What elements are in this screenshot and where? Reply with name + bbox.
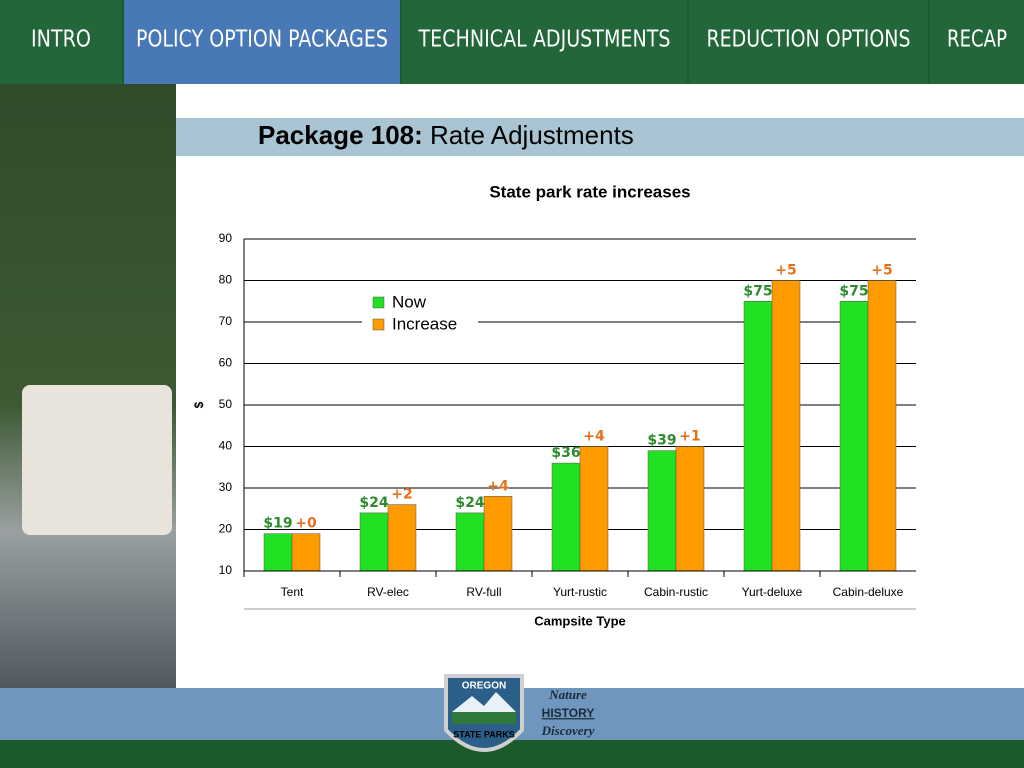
nav-tab-label[interactable]: TECHNICAL ADJUSTMENTS [418,27,671,53]
nav-tab[interactable] [930,0,1024,84]
x-tick-label: Tent [281,585,304,599]
bar-increase [675,446,705,572]
value-label: +4 [583,429,605,445]
value-label: +1 [679,429,700,445]
y-tick-label: 90 [219,231,233,245]
footer-bar [0,740,1024,768]
bar-now [551,462,581,572]
y-tick-label: 40 [219,439,233,453]
nav-tab[interactable] [689,0,928,84]
logo-bottom: STATE PARKS [453,729,515,739]
x-tick-label: Cabin-deluxe [833,585,904,599]
legend-label: Increase [392,314,457,333]
bar-now [263,533,293,572]
value-label: $36 [551,445,580,461]
nav-tab[interactable] [402,0,687,84]
bar-increase [291,533,321,572]
footer-word: Nature [548,687,587,702]
y-tick-label: 50 [219,397,233,411]
nav-tab[interactable] [124,0,400,84]
nav-tab-label[interactable]: POLICY OPTION PACKAGES [136,27,388,53]
bar-now [743,301,773,572]
rv-shape [22,385,172,535]
value-label: $19 [263,516,292,532]
x-axis-label: Campsite Type [534,613,626,628]
value-label: $39 [647,433,676,449]
value-label: +4 [487,478,509,494]
nav-tab-label[interactable]: INTRO [31,27,91,53]
legend-swatch [372,296,385,309]
x-tick-label: RV-elec [367,585,409,599]
bar-increase [771,280,801,572]
x-tick-label: Cabin-rustic [644,585,708,599]
value-label: +5 [775,263,796,279]
bar-now [647,450,677,572]
logo-top: OREGON [462,681,506,692]
nav-tab[interactable] [0,0,122,84]
x-tick-label: RV-full [466,585,501,599]
footer-word: Discovery [541,723,595,738]
y-axis-label: $ [192,401,206,408]
value-label: $24 [359,495,388,511]
header-band [176,118,1024,156]
value-label: $24 [455,495,484,511]
bar-increase [483,496,513,572]
header: Package 108: Rate Adjustments [258,120,634,150]
value-label: +5 [871,263,892,279]
legend-swatch [372,318,385,331]
y-tick-label: 10 [219,563,233,577]
value-label: +2 [391,487,412,503]
y-tick-label: 70 [219,314,233,328]
bar-now [359,512,389,572]
header-title: Rate Adjustments [430,120,634,150]
y-tick-label: 80 [219,273,233,287]
value-label: $75 [839,283,868,299]
logo-trees [452,712,516,724]
y-tick-label: 60 [219,356,233,370]
chart-title: State park rate increases [489,182,690,201]
x-tick-label: Yurt-deluxe [742,585,803,599]
nav-tab-label[interactable]: REDUCTION OPTIONS [707,27,911,53]
header-label: Package 108: [258,120,423,150]
bar-increase [387,504,417,572]
value-label: +0 [295,516,317,532]
bar-increase [867,280,897,572]
bar-now [455,512,485,572]
bar-increase [579,446,609,572]
x-tick-label: Yurt-rustic [553,585,607,599]
bar-now [839,301,869,572]
legend-label: Now [392,292,427,311]
side-photo [0,60,176,688]
value-label: $75 [743,283,772,299]
footer-word: HISTORY [542,706,595,720]
y-tick-label: 20 [219,522,233,536]
y-tick-label: 30 [219,480,233,494]
nav-tab-label[interactable]: RECAP [947,27,1007,53]
logo-mountain [452,692,516,712]
